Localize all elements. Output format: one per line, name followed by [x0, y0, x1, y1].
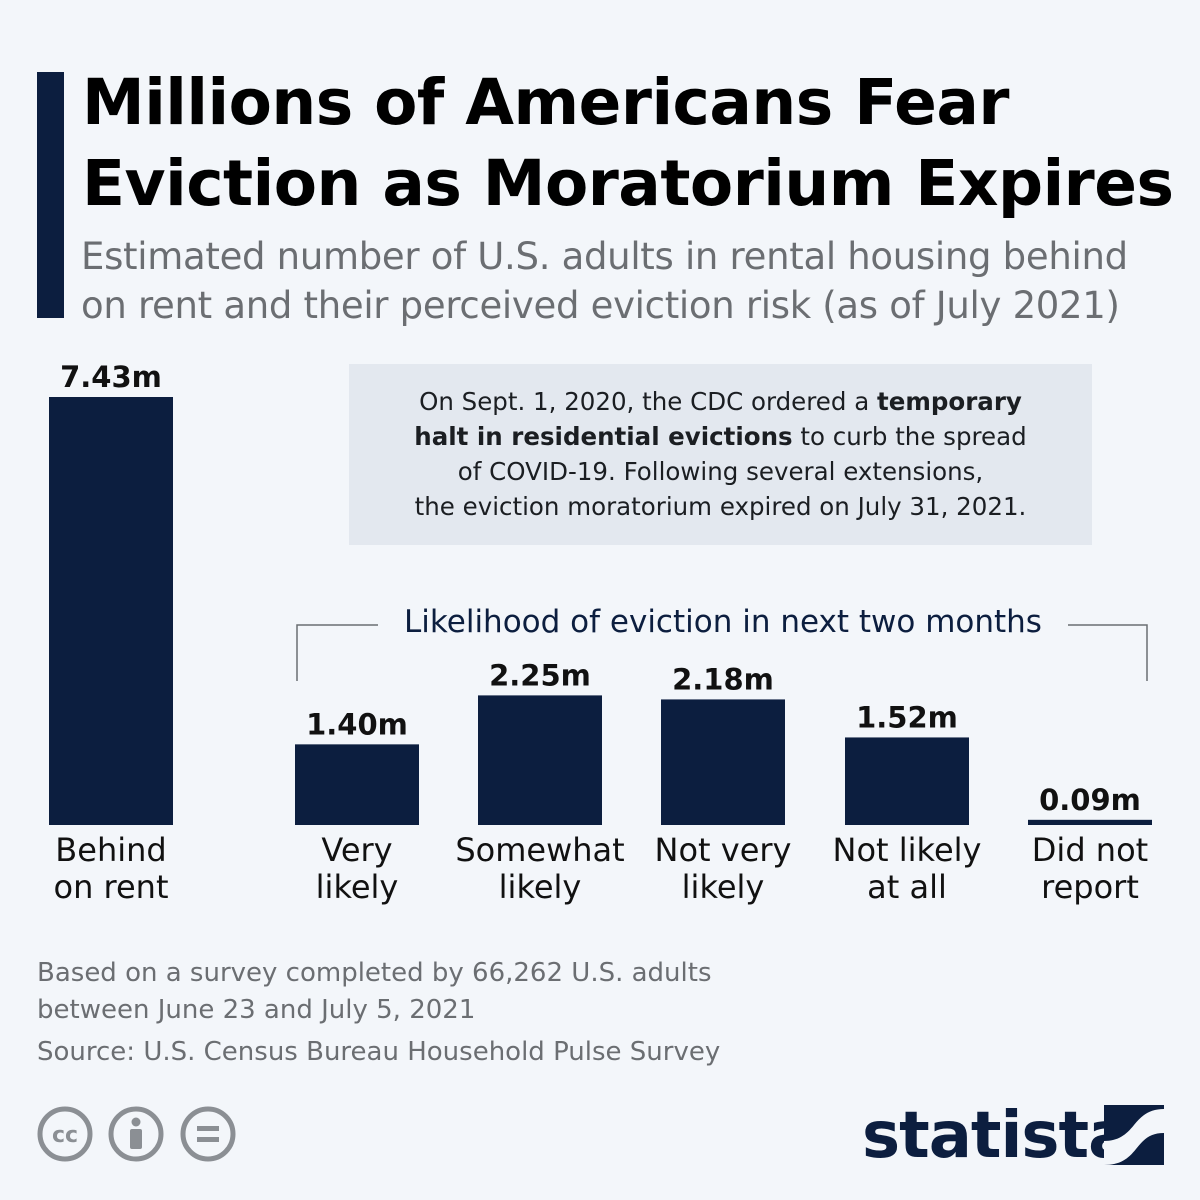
note-line-1-bold: temporary	[877, 387, 1022, 416]
note-line-1-text: On Sept. 1, 2020, the CDC ordered a	[419, 387, 877, 416]
value-label-5: 0.09m	[1039, 783, 1141, 817]
no-derivatives-icon	[180, 1106, 236, 1162]
subtitle-line-2: on rent and their perceived eviction ris…	[81, 284, 1120, 327]
value-label-3: 2.18m	[672, 662, 774, 696]
accent-bar	[37, 72, 64, 318]
survey-note-line-2: between June 23 and July 5, 2021	[37, 995, 476, 1025]
bar-1	[295, 744, 419, 825]
value-label-4: 1.52m	[856, 700, 958, 734]
category-label-1-1: likely	[316, 868, 399, 906]
category-label-5-0: Did not	[1032, 831, 1148, 869]
note-box: On Sept. 1, 2020, the CDC ordered a temp…	[349, 364, 1092, 545]
group-bracket	[296, 624, 1148, 681]
category-label-3-1: likely	[682, 868, 765, 906]
bar-5	[1028, 819, 1152, 825]
category-label-1-0: Very	[321, 831, 392, 869]
group-label: Likelihood of eviction in next two month…	[378, 602, 1068, 642]
note-line-2-text: to curb the spread	[792, 422, 1027, 451]
category-label-5-1: report	[1041, 868, 1139, 906]
note-line-2-bold: halt in residential evictions	[414, 422, 793, 451]
subtitle-line-1: Estimated number of U.S. adults in renta…	[81, 235, 1128, 278]
title-line-2: Eviction as Moratorium Expires	[82, 147, 1174, 220]
category-label-4-0: Not likely	[833, 831, 982, 869]
note-line-4: the eviction moratorium expired on July …	[414, 492, 1027, 521]
category-label-2-0: Somewhat	[455, 831, 624, 869]
page-title: Millions of Americans Fear Eviction as M…	[82, 62, 1192, 224]
category-label-3-0: Not very	[655, 831, 792, 869]
bar-3	[661, 699, 785, 825]
bar-0	[49, 397, 173, 825]
bar-4	[845, 737, 969, 825]
license-icons: cc	[37, 1106, 236, 1162]
category-label-4-1: at all	[867, 868, 947, 906]
cc-icon: cc	[37, 1106, 93, 1162]
title-line-1: Millions of Americans Fear	[82, 66, 1010, 139]
source-text: Source: U.S. Census Bureau Household Pul…	[37, 1037, 721, 1067]
bar-2	[478, 695, 602, 825]
value-label-1: 1.40m	[306, 707, 408, 741]
attribution-icon	[108, 1106, 164, 1162]
survey-note-line-1: Based on a survey completed by 66,262 U.…	[37, 958, 712, 988]
category-label-2-1: likely	[499, 868, 582, 906]
statista-logo-icon	[1104, 1105, 1164, 1165]
survey-note: Based on a survey completed by 66,262 U.…	[37, 955, 837, 1029]
page-subtitle: Estimated number of U.S. adults in renta…	[81, 232, 1181, 330]
value-label-0: 7.43m	[60, 360, 162, 394]
value-label-2: 2.25m	[489, 658, 591, 692]
svg-text:cc: cc	[52, 1123, 78, 1148]
note-text: On Sept. 1, 2020, the CDC ordered a temp…	[349, 384, 1092, 524]
category-label-0-1: on rent	[54, 868, 169, 906]
statista-brand[interactable]: statista	[862, 1099, 1131, 1173]
category-label-0-0: Behind	[55, 831, 166, 869]
note-line-3: of COVID-19. Following several extension…	[457, 457, 984, 486]
